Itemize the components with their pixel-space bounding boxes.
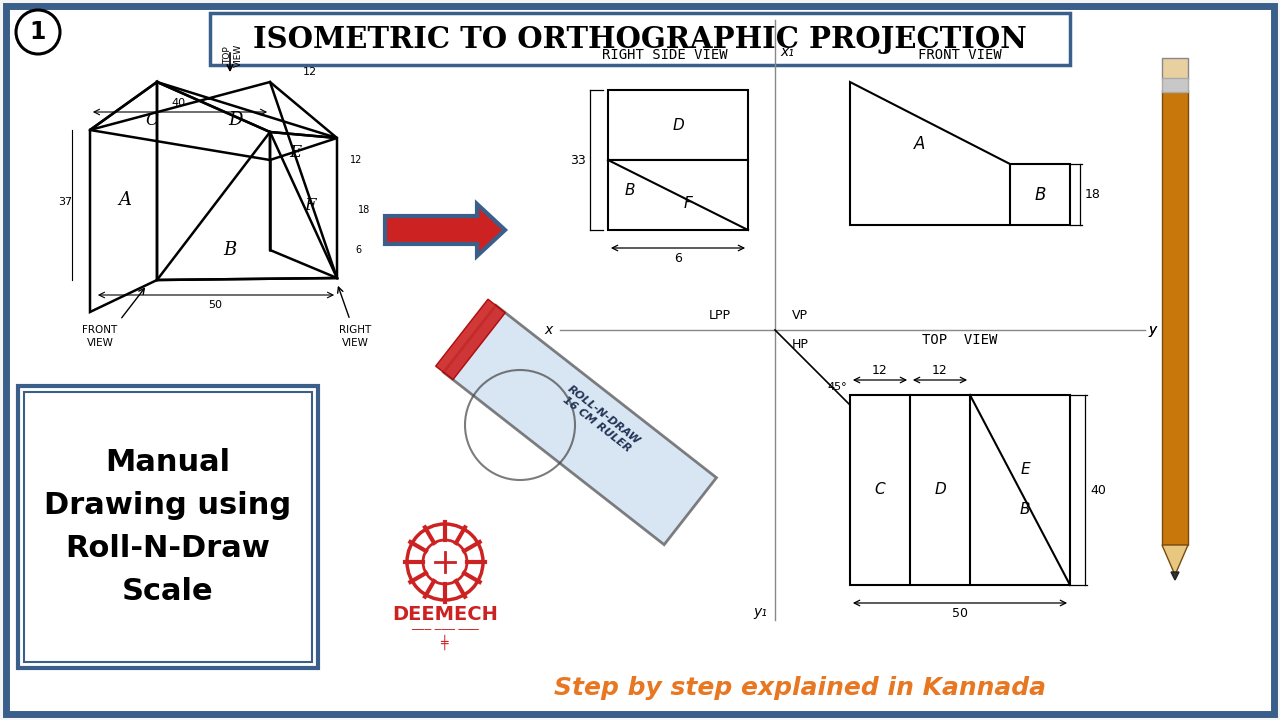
Text: Manual
Drawing using
Roll-N-Draw
Scale: Manual Drawing using Roll-N-Draw Scale — [45, 449, 292, 606]
Text: D: D — [672, 117, 684, 132]
Text: B: B — [1034, 186, 1046, 204]
Bar — [443, 305, 717, 545]
Text: C: C — [146, 112, 159, 128]
Polygon shape — [1162, 545, 1188, 575]
Bar — [18, 386, 317, 668]
Bar — [24, 392, 312, 662]
Bar — [1162, 78, 1188, 92]
Text: RIGHT SIDE VIEW: RIGHT SIDE VIEW — [602, 48, 728, 62]
Text: VIEW: VIEW — [342, 338, 369, 348]
Text: A: A — [119, 191, 132, 209]
Text: VIEW: VIEW — [233, 43, 242, 67]
FancyArrow shape — [385, 204, 506, 256]
Text: FRONT: FRONT — [82, 325, 118, 335]
Text: E: E — [289, 143, 301, 161]
Text: C: C — [874, 482, 886, 498]
Bar — [850, 395, 1070, 585]
Text: TOP: TOP — [224, 46, 233, 64]
Text: ─── ─── ───: ─── ─── ─── — [411, 625, 479, 635]
Text: 12: 12 — [872, 364, 888, 377]
Text: HP: HP — [791, 338, 809, 351]
Text: 45°: 45° — [827, 382, 846, 392]
Text: y: y — [1148, 323, 1156, 337]
Text: 6: 6 — [355, 245, 361, 255]
Text: 6: 6 — [675, 252, 682, 265]
Text: 50: 50 — [209, 300, 221, 310]
Text: 12: 12 — [303, 67, 317, 77]
Text: 18: 18 — [1085, 188, 1101, 201]
Bar — [435, 300, 506, 379]
Text: D: D — [228, 111, 242, 129]
Text: F: F — [305, 197, 316, 214]
Text: B: B — [1020, 503, 1030, 518]
Text: 33: 33 — [571, 153, 586, 166]
Text: A: A — [914, 135, 925, 153]
Text: FRONT VIEW: FRONT VIEW — [918, 48, 1002, 62]
Text: 37: 37 — [58, 197, 72, 207]
Text: TOP  VIEW: TOP VIEW — [923, 333, 997, 347]
Text: y: y — [1148, 323, 1156, 337]
Polygon shape — [1171, 572, 1179, 580]
Text: 12: 12 — [349, 155, 362, 165]
Text: ROLL-N-DRAW
16 CM RULER: ROLL-N-DRAW 16 CM RULER — [558, 384, 641, 456]
Text: ISOMETRIC TO ORTHOGRAPHIC PROJECTION: ISOMETRIC TO ORTHOGRAPHIC PROJECTION — [253, 24, 1027, 53]
Text: x₁: x₁ — [780, 45, 794, 59]
Text: B: B — [224, 241, 237, 259]
Text: x: x — [545, 323, 553, 337]
Bar — [608, 90, 748, 160]
Bar — [210, 13, 1070, 65]
Bar — [1162, 90, 1188, 545]
Text: 50: 50 — [952, 607, 968, 620]
Text: 1: 1 — [29, 20, 46, 44]
Text: 18: 18 — [358, 205, 370, 215]
Text: ╪: ╪ — [429, 634, 461, 649]
Text: RIGHT: RIGHT — [339, 325, 371, 335]
Text: B: B — [625, 182, 635, 197]
Text: VIEW: VIEW — [87, 338, 114, 348]
Bar — [1162, 58, 1188, 80]
Text: Step by step explained in Kannada: Step by step explained in Kannada — [554, 676, 1046, 700]
Text: 12: 12 — [932, 364, 948, 377]
Text: F: F — [684, 196, 692, 210]
Text: LPP: LPP — [709, 309, 731, 322]
Text: y₁: y₁ — [753, 605, 767, 619]
Text: D: D — [934, 482, 946, 498]
Text: 40: 40 — [1091, 484, 1106, 497]
Text: DEEMECH: DEEMECH — [392, 605, 498, 624]
Text: E: E — [1020, 462, 1030, 477]
Text: VP: VP — [792, 309, 808, 322]
Bar — [608, 160, 748, 230]
Text: 40: 40 — [172, 98, 186, 108]
